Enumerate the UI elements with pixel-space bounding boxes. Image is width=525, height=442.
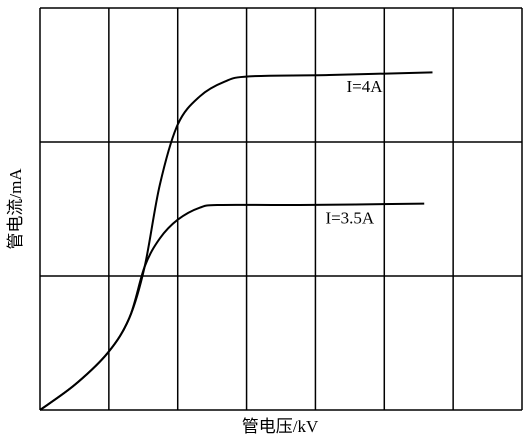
y-axis-label: 管电流/mA (6, 168, 25, 250)
curve (39, 71, 433, 411)
series-label: I=4A (346, 77, 383, 96)
series-label: I=3.5A (325, 209, 374, 228)
curve (39, 202, 425, 411)
x-axis-label: 管电压/kV (242, 417, 319, 436)
